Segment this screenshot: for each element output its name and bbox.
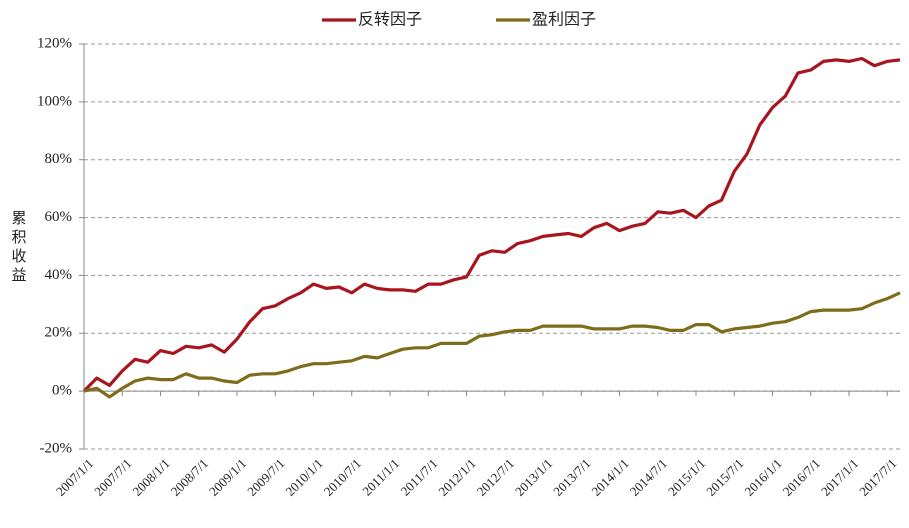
y-tick-label: 100% — [37, 93, 72, 109]
x-tick-label: 2009/7/1 — [244, 456, 287, 499]
y-tick-label: 120% — [37, 35, 72, 51]
x-tick-label: 2016/7/1 — [780, 456, 823, 499]
legend-label: 盈利因子 — [532, 10, 596, 29]
x-tick-label: 2013/1/1 — [512, 456, 555, 499]
x-tick-label: 2007/1/1 — [53, 456, 96, 499]
legend-label: 反转因子 — [358, 10, 422, 29]
y-tick-label: 0% — [52, 383, 72, 399]
x-tick-label: 2007/7/1 — [91, 456, 134, 499]
line-series — [83, 291, 901, 399]
x-tick-label: 2011/7/1 — [398, 456, 441, 499]
y-tick-label: 60% — [45, 209, 73, 225]
y-tick-label: -20% — [40, 440, 73, 456]
x-tick-label: 2012/1/1 — [435, 456, 478, 499]
x-tick-label: 2014/1/1 — [588, 456, 631, 499]
x-tick-label: 2009/1/1 — [206, 456, 249, 499]
x-tick-label: 2012/7/1 — [474, 456, 517, 499]
y-tick-label: 80% — [45, 151, 73, 167]
x-tick-label: 2010/7/1 — [321, 456, 364, 499]
x-tick-label: 2014/7/1 — [627, 456, 670, 499]
line-series — [82, 56, 901, 393]
x-tick-label: 2017/1/1 — [818, 456, 861, 499]
x-tick-label: 2015/7/1 — [703, 456, 746, 499]
y-axis-label: 累积收益 — [10, 210, 28, 286]
x-tick-label: 2008/1/1 — [129, 456, 172, 499]
x-tick-label: 2015/1/1 — [665, 456, 708, 499]
x-tick-label: 2017/7/1 — [856, 456, 899, 499]
x-tick-label: 2016/1/1 — [741, 456, 784, 499]
x-tick-label: 2008/7/1 — [168, 456, 211, 499]
y-tick-label: 40% — [45, 267, 73, 283]
y-tick-label: 20% — [45, 325, 73, 341]
x-tick-label: 2011/1/1 — [359, 456, 402, 499]
x-tick-label: 2010/1/1 — [282, 456, 325, 499]
x-tick-label: 2013/7/1 — [550, 456, 593, 499]
